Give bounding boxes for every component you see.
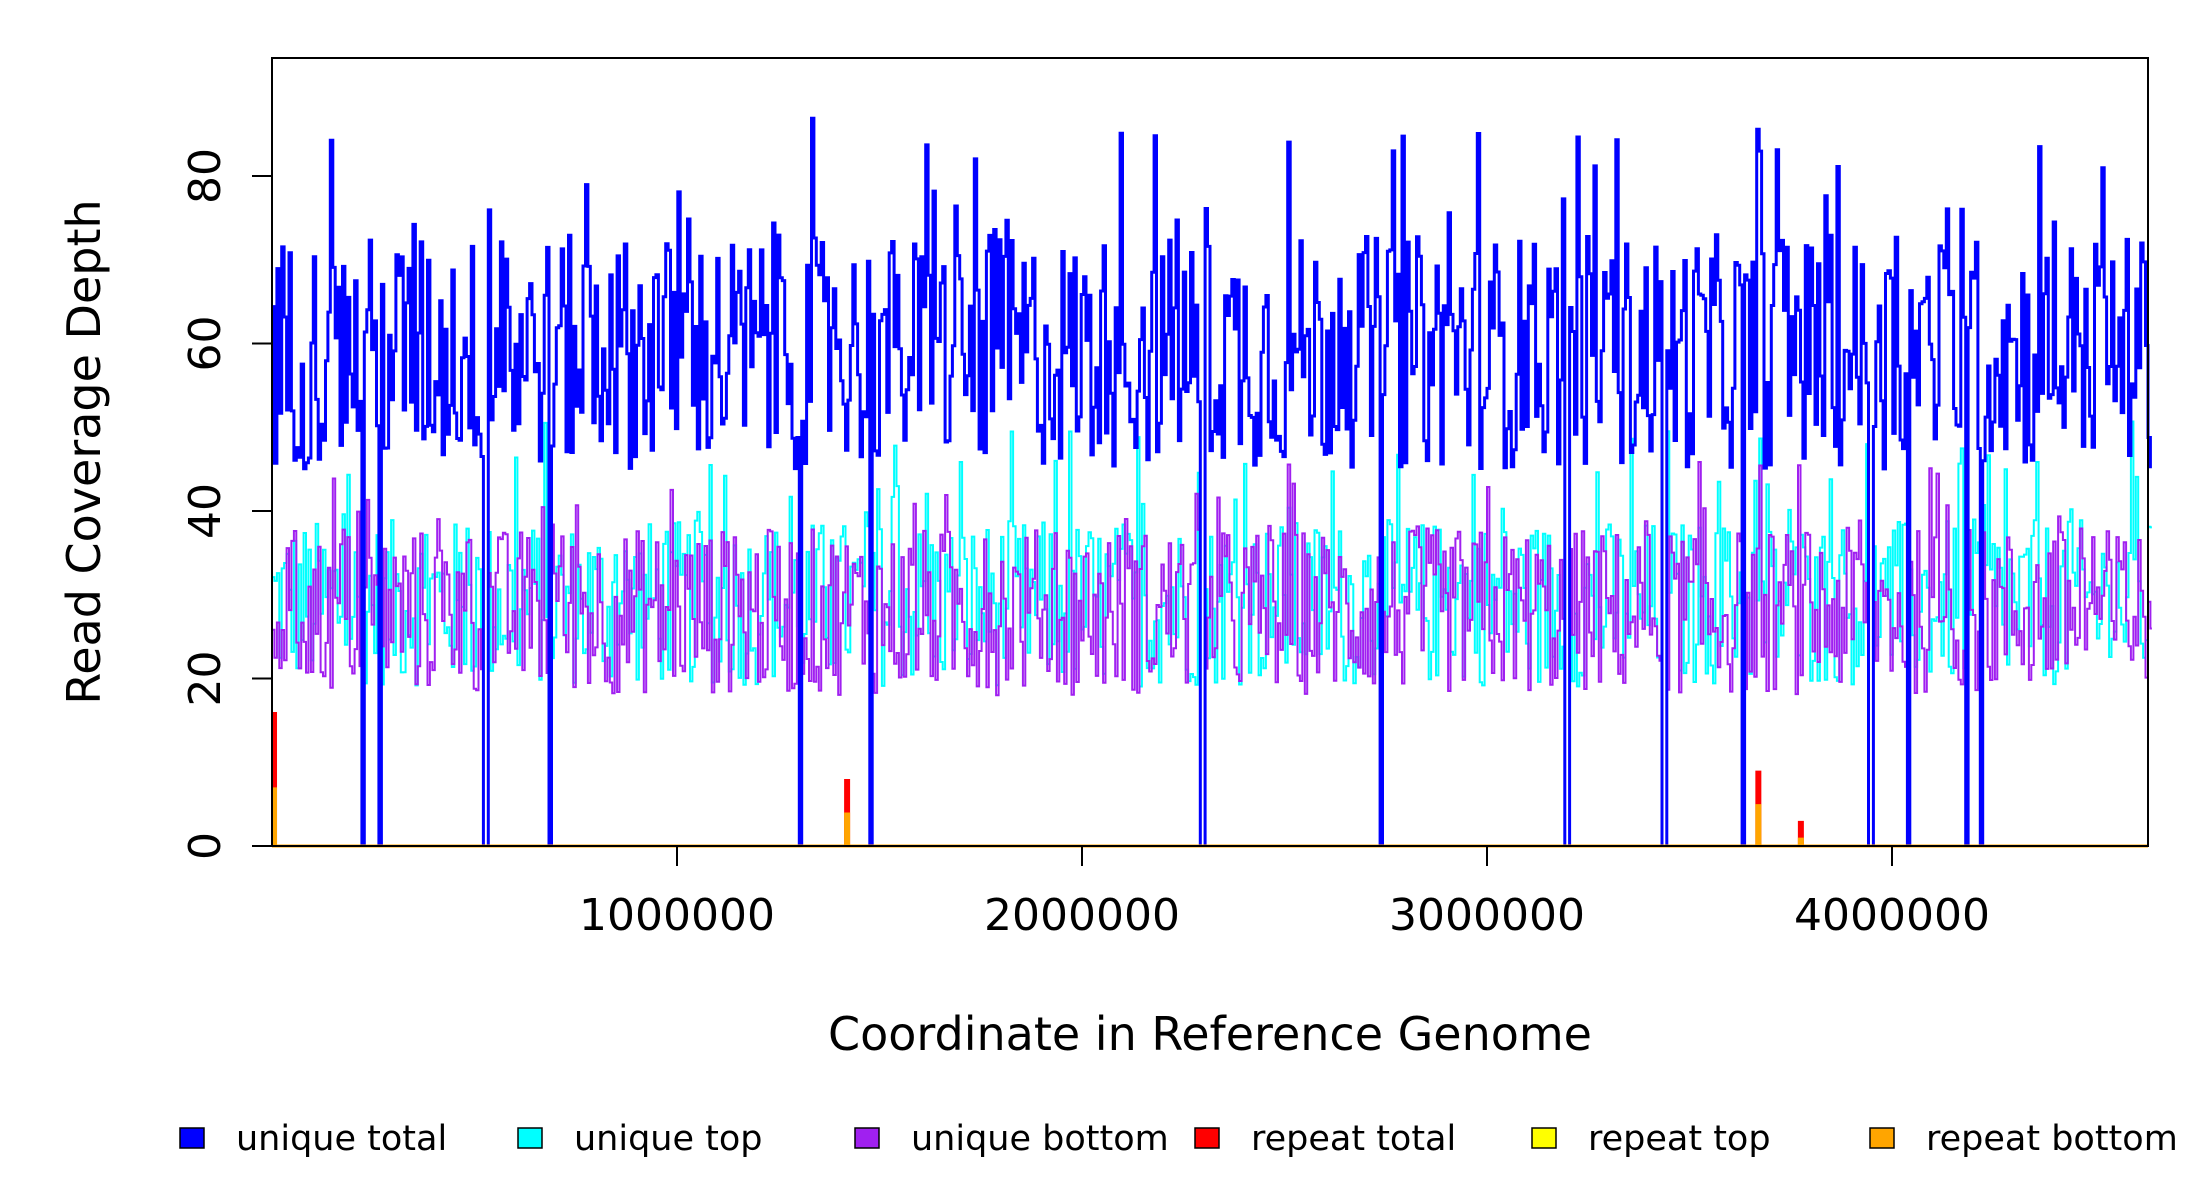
legend-swatch-repeat-total xyxy=(1194,1127,1220,1149)
y-tick-label: 20 xyxy=(180,651,231,707)
legend-label-repeat-top: repeat top xyxy=(1588,1119,1771,1159)
series-unique-total xyxy=(272,116,2152,848)
y-axis-title: Read Coverage Depth xyxy=(57,199,111,704)
legend-swatch-unique-bottom xyxy=(854,1127,880,1149)
legend-swatch-repeat-bottom xyxy=(1869,1127,1895,1149)
y-tick-label: 80 xyxy=(180,148,231,204)
y-axis: 0 20 40 60 80 xyxy=(180,148,272,860)
y-tick-label: 0 xyxy=(180,832,231,860)
legend: unique total unique top unique bottom repea… xyxy=(179,1119,2178,1159)
series-layer xyxy=(271,116,2152,848)
plot-frame xyxy=(271,57,2149,847)
legend-label-repeat-bottom: repeat bottom xyxy=(1926,1119,2178,1159)
x-axis-title: Coordinate in Reference Genome xyxy=(828,1007,1592,1061)
legend-swatch-unique-top xyxy=(517,1127,543,1149)
legend-label-unique-bottom: unique bottom xyxy=(911,1119,1169,1159)
legend-label-unique-total: unique total xyxy=(236,1119,447,1159)
x-tick-label: 2000000 xyxy=(984,890,1180,941)
legend-label-unique-top: unique top xyxy=(574,1119,763,1159)
series-unique-bottom xyxy=(272,461,2152,847)
x-axis: 1000000 2000000 3000000 4000000 xyxy=(579,846,1990,941)
x-tick-label: 1000000 xyxy=(579,890,775,941)
legend-label-repeat-total: repeat total xyxy=(1251,1119,1456,1159)
x-tick-label: 3000000 xyxy=(1389,890,1585,941)
y-tick-label: 40 xyxy=(180,483,231,539)
legend-swatch-unique-total xyxy=(179,1127,205,1149)
y-tick-label: 60 xyxy=(180,316,231,372)
legend-swatch-repeat-top xyxy=(1531,1127,1557,1149)
x-tick-label: 4000000 xyxy=(1794,890,1990,941)
